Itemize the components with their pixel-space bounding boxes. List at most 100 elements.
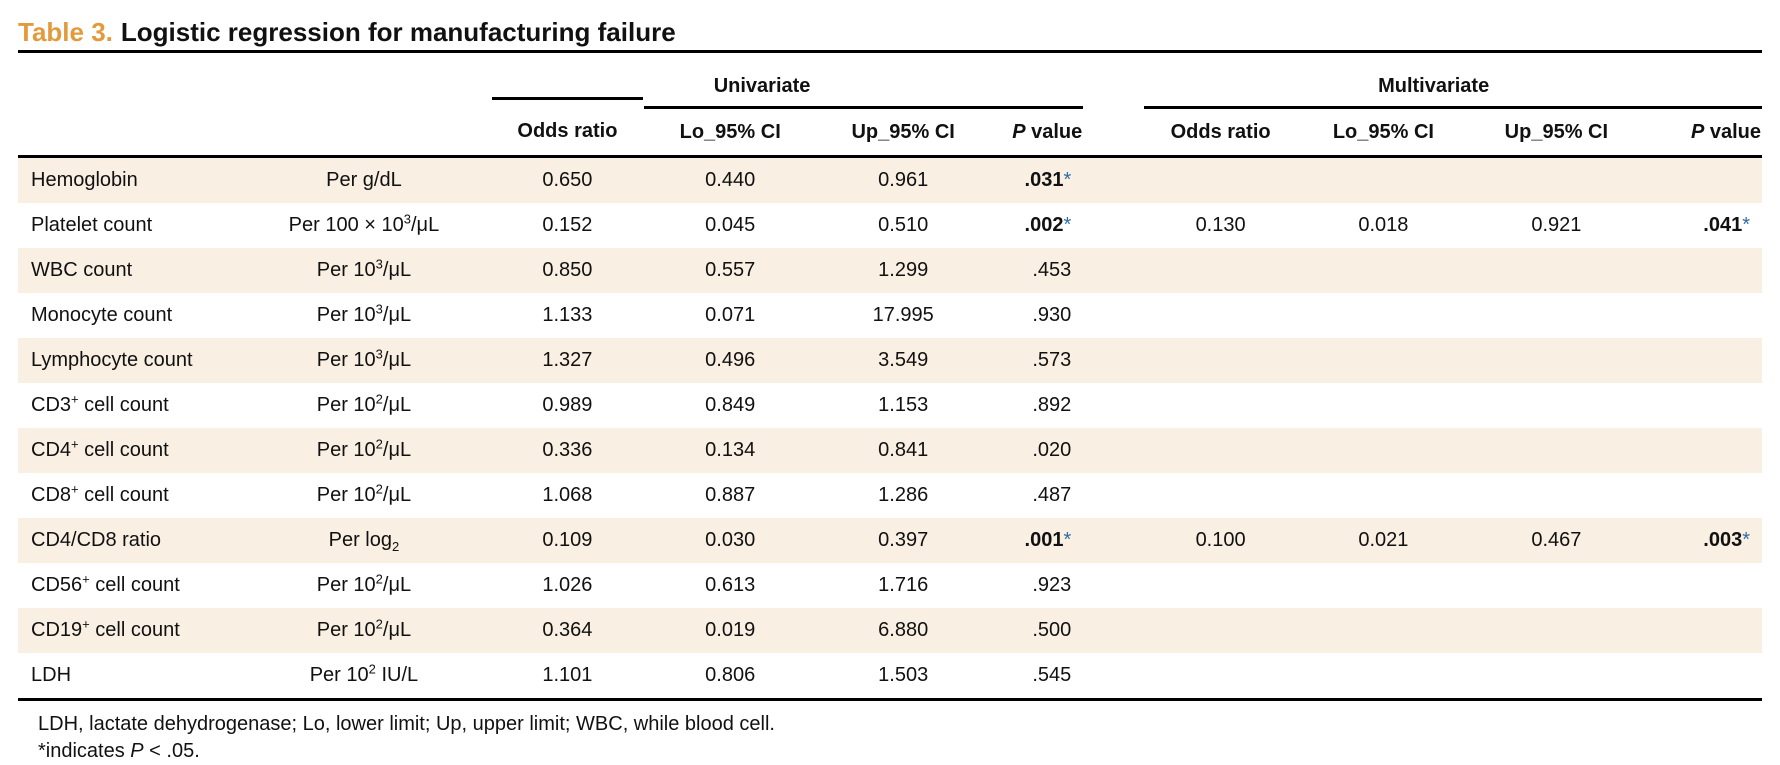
multi-up-ci-cell (1469, 608, 1643, 653)
univ-lo-ci-cell: 0.849 (705, 394, 756, 416)
multi-p-value-cell (1642, 653, 1762, 701)
univ-p-value-cell: .500 (989, 608, 1084, 653)
multi-p-value-cell (1642, 428, 1762, 473)
univ-p-value-cell: .002* (1024, 214, 1072, 236)
group-header-row: Univariate Multivariate (18, 50, 1762, 109)
col-multi-p-value: P value (1642, 107, 1762, 158)
unit-cell: Per 103/μL (236, 338, 492, 383)
col-univ-lo-ci: Lo_95% CI (643, 107, 817, 158)
multi-odds-ratio-cell (1144, 248, 1297, 293)
table-label: Table 3. (18, 17, 113, 47)
table-title-text: Logistic regression for manufacturing fa… (120, 17, 676, 47)
multi-odds-ratio-cell (1144, 338, 1297, 383)
multi-lo-ci-cell (1296, 338, 1470, 383)
table-row: LDH Per 102 IU/L 1.101 0.806 1.503.545 (18, 653, 1762, 701)
multi-up-ci-cell (1469, 428, 1643, 473)
unit-cell: Per g/dL (236, 156, 492, 203)
multi-up-ci-cell (1470, 293, 1643, 338)
column-header-row: Odds ratio Lo_95% CI Up_95% CI P value O… (18, 107, 1762, 158)
footnote-abbreviations: LDH, lactate dehydrogenase; Lo, lower li… (38, 713, 775, 735)
univ-odds-ratio-cell: 1.026 (542, 574, 593, 596)
variable-cell: Platelet count (31, 214, 153, 236)
univ-odds-ratio-cell: 0.650 (491, 156, 644, 203)
univ-odds-ratio-cell: 1.068 (542, 484, 593, 506)
univ-p-value-cell: .020 (989, 428, 1084, 473)
multi-lo-ci-cell (1297, 563, 1470, 608)
multi-up-ci-cell: 0.467 (1469, 518, 1643, 563)
multi-up-ci-cell (1469, 248, 1643, 293)
univ-lo-ci-cell: 0.019 (643, 608, 817, 653)
univ-odds-ratio-cell: 0.336 (491, 428, 644, 473)
multi-lo-ci-cell (1297, 293, 1470, 338)
unit-cell: Per 102/μL (236, 608, 492, 653)
multi-odds-ratio-cell (1144, 156, 1297, 203)
multi-odds-ratio-cell: 0.100 (1144, 518, 1297, 563)
multivariate-header: Multivariate (1144, 50, 1762, 109)
multi-p-value-cell (1642, 248, 1762, 293)
variable-cell: CD3+ cell count (31, 391, 169, 416)
multi-up-ci-cell (1469, 156, 1643, 203)
multi-p-value-cell (1642, 608, 1762, 653)
table-row: CD3+ cell count Per 102/μL 0.989 0.849 1.153… (18, 383, 1762, 428)
variable-cell: LDH (18, 653, 237, 701)
regression-table: Univariate Multivariate Odds ratio Lo_95… (18, 50, 1762, 701)
univ-p-value-cell: .545 (989, 653, 1084, 701)
table-row: CD19+ cell count Per 102/μL 0.364 0.019 6.88… (18, 608, 1762, 653)
univ-odds-ratio-cell: 0.109 (491, 518, 644, 563)
table-row: WBC count Per 103/μL 0.850 0.557 1.299.453 (18, 248, 1762, 293)
unit-cell: Per 100 × 103/μL (288, 211, 440, 236)
univ-lo-ci-cell: 0.806 (643, 653, 817, 701)
multi-lo-ci-cell (1296, 428, 1470, 473)
multi-odds-ratio-cell (1144, 563, 1297, 608)
col-univ-up-ci: Up_95% CI (816, 107, 990, 158)
col-multi-up-ci: Up_95% CI (1469, 107, 1643, 158)
multi-odds-ratio-cell (1144, 473, 1297, 518)
univ-up-ci-cell: 17.995 (872, 304, 934, 326)
variable-cell: CD19+ cell count (18, 608, 237, 653)
univ-lo-ci-cell: 0.030 (643, 518, 817, 563)
multi-lo-ci-cell (1297, 473, 1470, 518)
univ-p-value-cell: .453 (989, 248, 1084, 293)
variable-cell: CD56+ cell count (31, 571, 180, 596)
univ-odds-ratio-cell: 0.989 (542, 394, 593, 416)
univ-odds-ratio-cell: 1.133 (542, 304, 593, 326)
univ-up-ci-cell: 1.299 (816, 248, 990, 293)
multi-lo-ci-cell (1296, 608, 1470, 653)
table-footnotes: LDH, lactate dehydrogenase; Lo, lower li… (38, 711, 1762, 765)
multi-up-ci-cell (1469, 653, 1643, 701)
univ-odds-ratio-cell: 0.152 (542, 214, 593, 236)
univ-odds-ratio-cell: 1.327 (491, 338, 644, 383)
univ-p-value-cell: .892 (1032, 394, 1072, 416)
multi-up-ci-cell (1470, 383, 1643, 428)
univ-lo-ci-cell: 0.045 (705, 214, 756, 236)
variable-cell: Hemoglobin (18, 156, 237, 203)
variable-cell: WBC count (18, 248, 237, 293)
univ-p-value-cell: .923 (1032, 574, 1072, 596)
multi-lo-ci-cell: 0.018 (1358, 214, 1409, 236)
multi-p-value-cell (1643, 383, 1762, 428)
univ-up-ci-cell: 0.841 (816, 428, 990, 473)
univ-lo-ci-cell: 0.440 (643, 156, 817, 203)
table-container: Table 3. Logistic regression for manufact… (18, 14, 1762, 765)
univ-lo-ci-cell: 0.496 (643, 338, 817, 383)
multi-p-value-cell (1643, 293, 1762, 338)
table-row: CD56+ cell count Per 102/μL 1.026 0.613 1.71… (18, 563, 1762, 608)
multi-p-value-cell (1642, 338, 1762, 383)
univ-up-ci-cell: 1.153 (878, 394, 929, 416)
multi-lo-ci-cell (1296, 156, 1470, 203)
unit-cell: Per 103/μL (316, 301, 412, 326)
univ-p-value-cell: .487 (1032, 484, 1072, 506)
multi-odds-ratio-cell (1144, 293, 1297, 338)
multi-lo-ci-cell (1296, 653, 1470, 701)
multi-lo-ci-cell: 0.021 (1296, 518, 1470, 563)
unit-cell: Per 102/μL (316, 571, 412, 596)
unit-cell: Per 102/μL (316, 391, 412, 416)
multi-p-value-cell: .041* (1703, 214, 1750, 236)
col-multi-lo-ci: Lo_95% CI (1296, 107, 1470, 158)
multi-up-ci-cell (1470, 473, 1643, 518)
univ-odds-ratio-cell: 1.101 (491, 653, 644, 701)
table-row: CD8+ cell count Per 102/μL 1.068 0.887 1.286… (18, 473, 1762, 518)
multi-p-value-cell (1643, 563, 1762, 608)
unit-cell: Per log2 (236, 518, 492, 563)
table-title: Table 3. Logistic regression for manufact… (18, 14, 1762, 50)
